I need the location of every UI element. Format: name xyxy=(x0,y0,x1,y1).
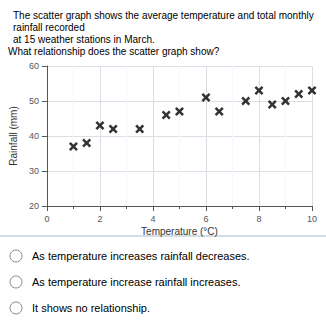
svg-text:30: 30 xyxy=(29,166,39,176)
svg-text:2: 2 xyxy=(97,214,102,224)
svg-text:What relationship does the sca: What relationship does the scatter graph… xyxy=(8,46,220,57)
svg-text:rainfall recorded: rainfall recorded xyxy=(13,22,85,33)
svg-text:60: 60 xyxy=(29,61,39,71)
svg-text:6: 6 xyxy=(203,214,208,224)
svg-text:Temperature (°C): Temperature (°C) xyxy=(141,226,218,237)
svg-text:It shows no relationship.: It shows no relationship. xyxy=(32,302,150,314)
svg-text:4: 4 xyxy=(150,214,155,224)
svg-text:50: 50 xyxy=(29,96,39,106)
svg-text:at 15 weather stations in Marc: at 15 weather stations in March. xyxy=(13,34,155,45)
svg-text:As temperature increase rainfa: As temperature increase rainfall increas… xyxy=(32,276,240,288)
svg-text:10: 10 xyxy=(307,214,317,224)
svg-text:8: 8 xyxy=(256,214,261,224)
svg-text:As temperature increases rainf: As temperature increases rainfall decrea… xyxy=(32,250,250,262)
svg-text:40: 40 xyxy=(29,131,39,141)
svg-text:20: 20 xyxy=(29,201,39,211)
svg-text:Rainfall (mm): Rainfall (mm) xyxy=(8,106,19,165)
svg-text:The scatter graph shows the av: The scatter graph shows the average temp… xyxy=(13,10,317,21)
svg-text:0: 0 xyxy=(44,214,49,224)
